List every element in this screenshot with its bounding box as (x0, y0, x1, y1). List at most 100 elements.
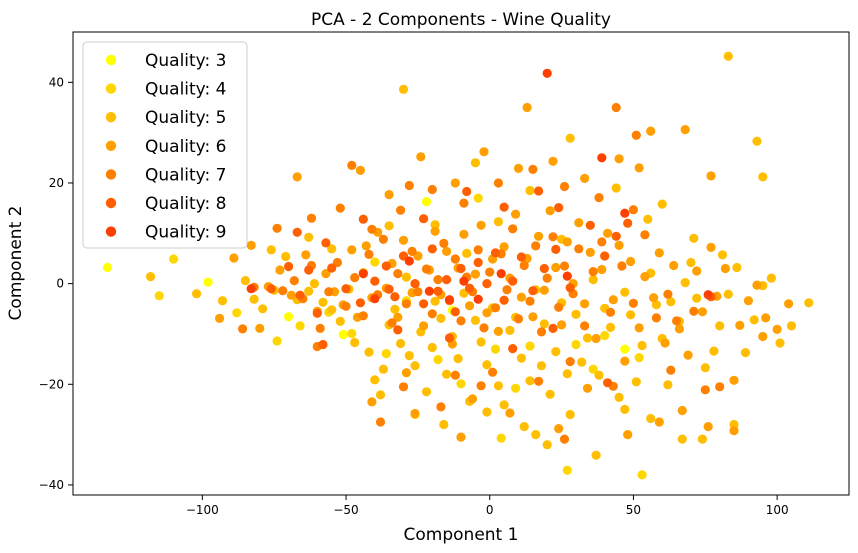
data-point-q4 (637, 470, 647, 480)
data-point-q6 (275, 265, 285, 275)
data-point-q7 (528, 164, 538, 174)
data-point-q7 (651, 313, 662, 323)
data-point-q5 (614, 392, 624, 402)
data-point-q7 (531, 241, 541, 251)
data-point-q8 (539, 263, 549, 274)
data-point-q8 (465, 283, 475, 293)
data-point-q6 (347, 245, 357, 255)
data-point-q7 (407, 246, 417, 256)
data-point-q5 (539, 319, 549, 329)
x-tick-label: −50 (333, 503, 358, 517)
data-point-q6 (456, 432, 466, 442)
data-point-q5 (430, 296, 440, 306)
data-point-q5 (476, 337, 486, 347)
data-point-q5 (217, 296, 228, 306)
data-point-q6 (410, 408, 420, 419)
data-point-q5 (536, 361, 547, 371)
data-point-q5 (766, 273, 777, 283)
data-point-q6 (591, 333, 601, 344)
data-point-q7 (439, 238, 449, 248)
data-point-q7 (375, 417, 386, 427)
legend-label: Quality: 9 (145, 223, 226, 243)
data-point-q6 (229, 253, 239, 263)
data-point-q7 (628, 205, 639, 215)
data-point-q5 (663, 380, 673, 390)
data-point-q9 (246, 284, 256, 294)
data-point-q5 (709, 346, 719, 356)
data-point-q6 (528, 312, 538, 322)
data-point-q6 (301, 250, 311, 260)
data-point-q9 (404, 256, 414, 266)
y-ticks: −40 −20 0 20 40 (39, 75, 73, 492)
data-point-q6 (384, 190, 394, 200)
data-point-q6 (215, 313, 225, 323)
data-point-q7 (387, 318, 397, 328)
data-point-q8 (427, 244, 437, 254)
data-point-q6 (608, 295, 618, 305)
data-point-q8 (534, 186, 544, 196)
data-point-q5 (717, 250, 728, 260)
data-point-q7 (542, 273, 552, 283)
data-point-q6 (416, 152, 426, 162)
y-tick-label: −20 (39, 377, 64, 391)
data-point-q5 (505, 325, 515, 335)
data-point-q4 (473, 193, 483, 203)
x-ticks: −100 −50 0 50 100 (186, 495, 789, 517)
legend-item: Quality: 4 (105, 80, 226, 100)
data-point-q5 (723, 289, 733, 299)
legend-marker (105, 197, 117, 209)
data-point-q6 (706, 171, 716, 181)
data-point-q6 (683, 350, 693, 360)
data-point-q5 (482, 407, 492, 417)
data-point-q5 (499, 400, 509, 410)
data-point-q7 (565, 357, 575, 367)
data-point-q7 (715, 382, 725, 392)
data-point-q6 (355, 165, 365, 175)
data-point-q4 (456, 379, 466, 389)
data-point-q7 (513, 314, 524, 324)
data-point-q5 (327, 305, 337, 315)
data-point-q5 (192, 289, 202, 299)
data-point-q5 (404, 351, 414, 361)
data-point-q6 (660, 338, 670, 348)
data-point-q7 (534, 376, 544, 386)
data-point-q4 (571, 339, 581, 350)
legend-marker (105, 112, 117, 123)
data-point-q4 (295, 321, 305, 331)
y-tick-label: 40 (49, 75, 64, 89)
data-point-q7 (396, 205, 406, 215)
data-point-q4 (433, 355, 443, 365)
data-point-q4 (347, 328, 357, 339)
data-point-q7 (485, 267, 495, 277)
data-point-q7 (350, 273, 360, 283)
data-point-q6 (548, 156, 558, 166)
data-point-q7 (559, 261, 570, 271)
data-point-q5 (620, 287, 630, 297)
data-point-q7 (605, 307, 616, 317)
data-point-q4 (272, 336, 282, 346)
data-point-q7 (238, 324, 248, 334)
data-point-q7 (289, 276, 299, 286)
data-point-q8 (321, 238, 331, 248)
data-point-q5 (677, 434, 687, 444)
data-point-q6 (401, 368, 411, 378)
data-point-q7 (490, 303, 501, 313)
data-point-q8 (565, 283, 575, 293)
data-point-q6 (597, 264, 607, 275)
data-point-q6 (634, 163, 644, 173)
data-point-q6 (255, 323, 265, 333)
data-point-q5 (482, 360, 492, 370)
data-point-q6 (367, 397, 377, 407)
data-point-q8 (551, 244, 561, 254)
data-point-q7 (398, 382, 409, 392)
data-point-q6 (482, 308, 492, 318)
data-point-q6 (361, 241, 371, 251)
data-point-q7 (580, 321, 590, 331)
data-point-q7 (427, 309, 437, 319)
x-tick-label: 100 (766, 503, 789, 517)
data-point-q7 (559, 181, 570, 192)
data-point-q6 (649, 293, 659, 303)
data-point-q6 (557, 320, 567, 330)
data-point-q4 (600, 330, 610, 341)
